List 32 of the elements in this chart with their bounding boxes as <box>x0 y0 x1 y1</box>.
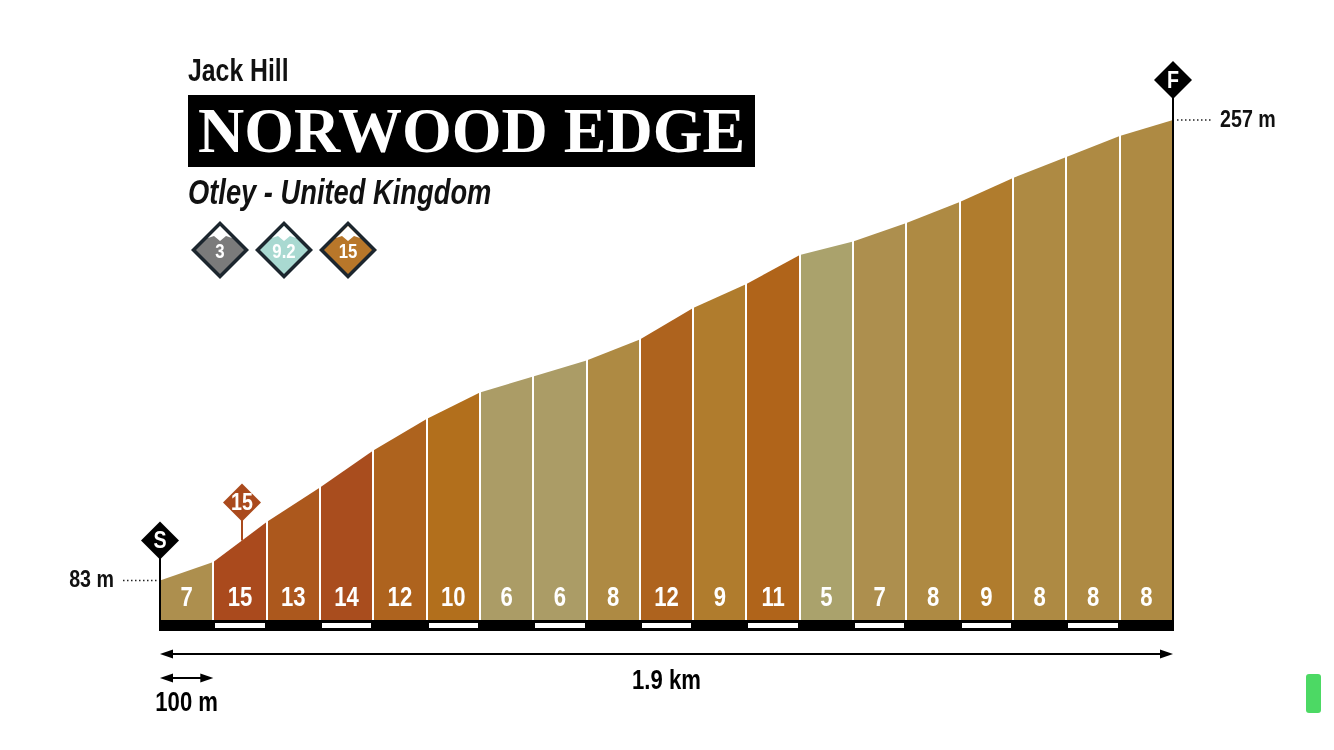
series-label: 14 <box>334 582 360 612</box>
series-label: 9 <box>980 582 993 612</box>
annotation: 3 <box>214 239 226 263</box>
series-label: 6 <box>553 582 567 612</box>
series-label: 13 <box>280 582 306 612</box>
annotation: S <box>153 526 167 554</box>
series-label: 7 <box>873 582 886 612</box>
series-label: 7 <box>180 582 193 612</box>
text: 83 m <box>69 565 114 593</box>
text: Otley - United Kingdom <box>188 172 492 211</box>
x-axis-title: 1.9 km <box>632 665 701 695</box>
series-label: 8 <box>1140 582 1153 612</box>
text: 100 m <box>155 687 219 717</box>
annotation: 15 <box>337 239 359 263</box>
series-label: 9 <box>713 582 726 612</box>
series-label: 8 <box>1086 582 1100 612</box>
text: F <box>1166 65 1180 94</box>
annotation: 15 <box>231 488 253 516</box>
text: 257 m <box>1220 104 1276 133</box>
series-label: 8 <box>1033 582 1046 612</box>
series-label: 8 <box>926 582 940 612</box>
series-label: 11 <box>761 582 786 612</box>
annotation: 9.2 <box>271 239 297 263</box>
series-label: 5 <box>820 582 833 612</box>
chart-title: NORWOOD EDGE <box>188 95 756 167</box>
series-label: 10 <box>440 582 466 612</box>
series-label: 12 <box>654 582 679 612</box>
text: Jack Hill <box>188 53 289 88</box>
series-label: 15 <box>227 582 253 612</box>
series-label: 6 <box>500 582 513 612</box>
series-label: 8 <box>607 582 620 612</box>
series-label: 12 <box>387 582 413 612</box>
